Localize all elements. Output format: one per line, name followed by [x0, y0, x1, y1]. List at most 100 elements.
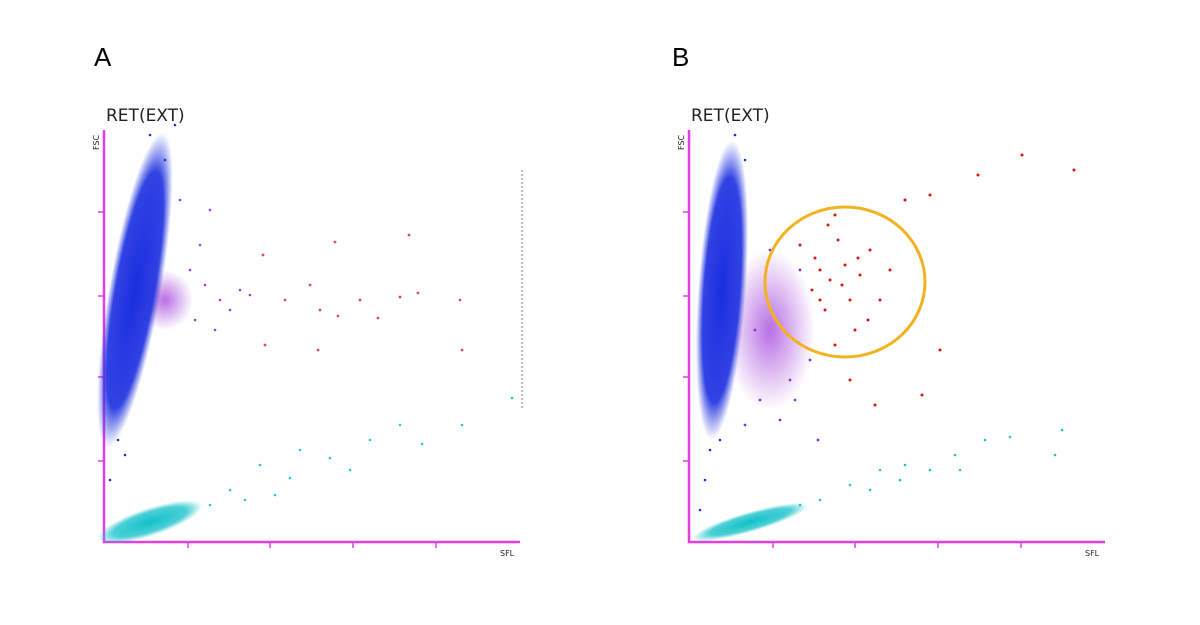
dot: [228, 308, 232, 312]
dot: [798, 268, 802, 272]
dot: [178, 198, 182, 202]
scatter-dots: [178, 198, 252, 332]
scatter-dots: [261, 233, 464, 352]
dot: [328, 456, 332, 460]
dot: [888, 268, 892, 272]
dot: [198, 243, 202, 247]
dot: [878, 298, 882, 302]
dot: [208, 503, 212, 507]
dot: [316, 348, 320, 352]
panel-label: B: [672, 42, 689, 72]
dot: [398, 295, 402, 299]
dot: [288, 476, 292, 480]
scatter-dots: [798, 153, 1076, 407]
dot: [866, 318, 870, 322]
dot: [718, 438, 722, 442]
dot: [928, 193, 932, 197]
panel-b: B RET(EXT) FSC SFL: [672, 42, 1105, 558]
dot: [203, 283, 207, 287]
dot: [833, 213, 837, 217]
dot: [273, 493, 277, 497]
dot: [743, 158, 747, 162]
dot: [398, 423, 402, 427]
cell-cloud: [725, 250, 815, 410]
dot: [358, 298, 362, 302]
x-axis-label: SFL: [500, 549, 515, 558]
highlight-circle: [763, 205, 927, 359]
dot: [318, 308, 322, 312]
dot: [826, 223, 830, 227]
dot: [758, 398, 762, 402]
dot: [123, 453, 127, 457]
dot: [1053, 453, 1057, 457]
dot: [903, 463, 907, 467]
dot: [828, 278, 832, 282]
dot: [903, 198, 907, 202]
dot: [868, 248, 872, 252]
dot: [108, 478, 112, 482]
ticks: [683, 211, 1022, 548]
dot: [853, 328, 857, 332]
dot: [243, 498, 247, 502]
dot: [833, 343, 837, 347]
dot: [953, 453, 957, 457]
scatter-dots: [108, 123, 177, 482]
dot: [743, 423, 747, 427]
dot: [1020, 153, 1024, 157]
scatter-dots: [798, 428, 1064, 507]
dot: [336, 314, 340, 318]
plot-title: RET(EXT): [106, 106, 185, 126]
dot: [898, 478, 902, 482]
cell-cloud: [97, 132, 173, 448]
panel-label: A: [94, 42, 112, 72]
dot: [848, 378, 852, 382]
dot: [460, 348, 464, 352]
dot: [368, 438, 372, 442]
y-axis-label: FSC: [677, 134, 686, 150]
dot: [407, 233, 411, 237]
dot: [810, 288, 814, 292]
dot: [848, 483, 852, 487]
dot: [258, 463, 262, 467]
dot: [213, 328, 217, 332]
dot: [208, 208, 212, 212]
dot: [1008, 435, 1012, 439]
dot: [813, 256, 817, 260]
dot: [818, 268, 822, 272]
dot: [376, 316, 380, 320]
dot: [958, 468, 962, 472]
dot: [818, 498, 822, 502]
dot: [116, 438, 120, 442]
dot: [868, 488, 872, 492]
dot: [920, 393, 924, 397]
dot: [1072, 168, 1076, 172]
dot: [798, 243, 802, 247]
dot: [843, 263, 847, 267]
dot: [510, 396, 514, 400]
dot: [163, 158, 167, 162]
dot: [836, 238, 840, 242]
dot: [878, 468, 882, 472]
dot: [708, 448, 712, 452]
dot: [793, 398, 797, 402]
dot: [983, 438, 987, 442]
dot: [856, 256, 860, 260]
dot: [218, 298, 222, 302]
dot: [420, 442, 424, 446]
scatter-dots: [208, 396, 514, 507]
dot: [148, 133, 152, 137]
dot: [308, 283, 312, 287]
dot: [840, 283, 844, 287]
dot: [698, 508, 702, 512]
dot: [778, 418, 782, 422]
axes: [687, 130, 1105, 544]
cell-cloud: [692, 502, 808, 542]
plot-title: RET(EXT): [691, 106, 770, 126]
cell-cloud: [695, 140, 749, 440]
dot: [703, 478, 707, 482]
dot: [788, 378, 792, 382]
dot: [348, 468, 352, 472]
dot: [823, 308, 827, 312]
dot: [928, 468, 932, 472]
